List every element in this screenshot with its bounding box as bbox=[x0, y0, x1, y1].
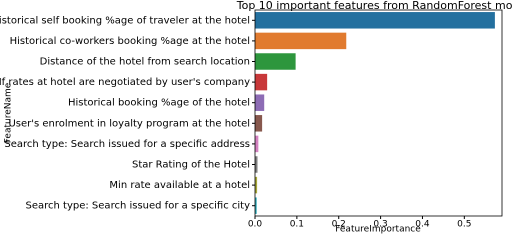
bar bbox=[255, 176, 258, 194]
x-tick-label: 0.1 bbox=[290, 220, 304, 230]
x-tick-label: 0.2 bbox=[332, 220, 346, 230]
bar bbox=[255, 32, 347, 50]
y-tick-label: Search type: Search issued for a specifi… bbox=[4, 139, 250, 150]
y-tick-label: Historical co-workers booking %age at th… bbox=[10, 36, 250, 47]
bar bbox=[255, 135, 259, 153]
bar bbox=[255, 156, 258, 173]
bar bbox=[255, 115, 263, 132]
bar bbox=[255, 94, 265, 111]
bar bbox=[255, 73, 268, 91]
x-tick-label: 0.3 bbox=[373, 220, 387, 230]
y-tick-label: User's enrolment in loyalty program at t… bbox=[8, 118, 250, 129]
x-axis-label: FeatureImportance bbox=[335, 225, 421, 235]
y-tick-label: Search type: Search issued for a specifi… bbox=[26, 201, 251, 212]
y-axis-label: FeatureName bbox=[4, 82, 14, 143]
bar bbox=[255, 197, 257, 214]
bar bbox=[255, 12, 495, 29]
x-tick-label: 0.5 bbox=[457, 220, 471, 230]
plot-frame bbox=[254, 9, 503, 217]
x-tick-label: 0.4 bbox=[415, 220, 430, 230]
x-tick-label: 0.0 bbox=[248, 220, 263, 230]
y-tick-label: Distance of the hotel from search locati… bbox=[40, 57, 250, 68]
y-tick-label: Historical booking %age of the hotel bbox=[68, 98, 250, 109]
y-tick-label: Min rate available at a hotel bbox=[109, 180, 250, 191]
y-tick-label: Historical self booking %age of traveler… bbox=[0, 15, 250, 26]
y-tick-label: If rates at hotel are negotiated by user… bbox=[0, 77, 250, 88]
y-tick-label: Star Rating of the Hotel bbox=[132, 160, 250, 171]
bar bbox=[255, 53, 296, 70]
chart-title: Top 10 important features from RandomFor… bbox=[236, 0, 512, 12]
